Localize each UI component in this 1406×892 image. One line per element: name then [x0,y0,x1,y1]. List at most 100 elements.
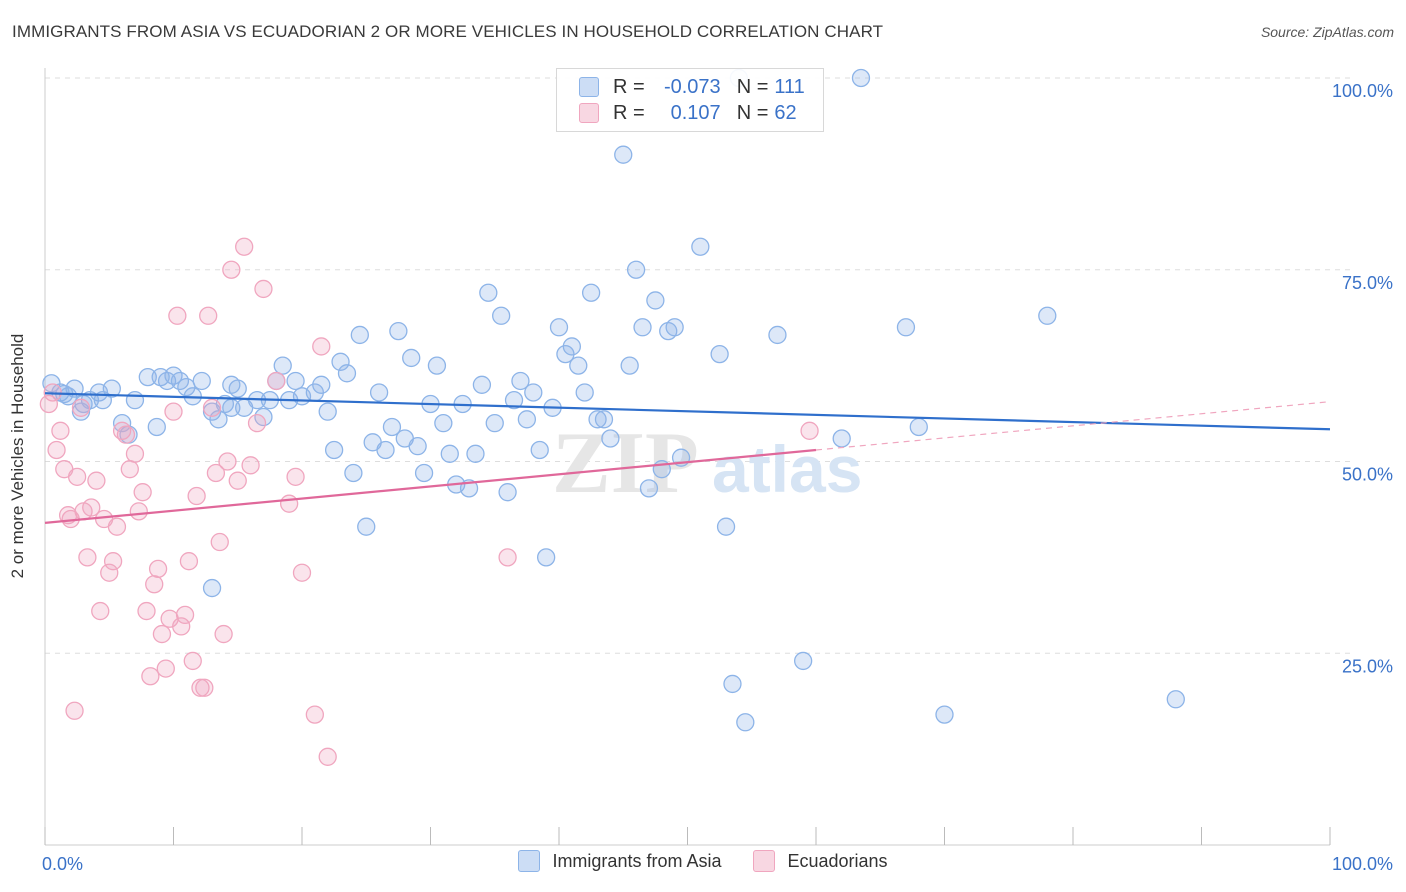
data-point-ecuadorians [286,467,305,486]
legend-r-label: R = [613,75,645,98]
data-point-asia [440,444,459,463]
legend-row-asia: R = -0.073 N = 111 [579,74,805,100]
trend-line-ecuadorians-extended [815,401,1331,451]
data-point-ecuadorians [100,563,119,582]
data-point-asia [504,390,524,410]
data-point-ecuadorians [187,486,206,506]
data-point-ecuadorians [148,559,168,579]
data-point-asia [318,402,337,421]
data-point-ecuadorians [65,701,84,720]
axes [44,68,1331,846]
data-point-ecuadorians [318,747,337,766]
data-point-asia [511,371,530,391]
data-point-asia [382,417,402,437]
data-point-ecuadorians [87,471,106,490]
data-point-asia [935,705,954,724]
data-point-ecuadorians [206,463,226,483]
data-point-asia [537,548,556,567]
data-point-asia [626,260,646,279]
source-credit[interactable]: Source: ZipAtlas.com [1261,24,1394,40]
data-point-ecuadorians [235,237,254,256]
tick-labels: 25.0% 50.0% 75.0% 100.0% 0.0% 100.0% [42,81,1393,874]
data-point-asia [331,352,350,371]
data-point-asia [794,651,813,671]
legend-r-value: -0.073 [663,75,721,98]
data-point-ecuadorians [47,440,66,460]
data-point-asia [575,383,594,402]
data-point-asia [350,325,369,345]
data-point-ecuadorians [156,659,175,678]
data-point-ecuadorians [267,371,286,391]
data-point-ecuadorians [312,337,331,356]
data-point-asia [498,483,517,502]
legend-item-asia[interactable]: Immigrants from Asia [518,850,721,872]
data-point-ecuadorians [254,279,273,299]
data-point-asia [408,437,427,456]
data-point-asia [633,318,652,337]
data-point-asia [614,145,633,164]
data-point-ecuadorians [168,306,187,325]
data-point-asia [479,283,498,302]
data-point-ecuadorians [292,563,312,582]
legend-swatch-pink [753,850,776,872]
legend-row-ecuadorians: R = 0.107 N = 62 [579,100,797,126]
y-tick-label: 75.0% [1342,273,1393,293]
data-point-asia [601,429,620,448]
data-point-ecuadorians [222,260,241,279]
chart-title: IMMIGRANTS FROM ASIA VS ECUADORIAN 2 OR … [12,22,884,41]
legend-r-value: 0.107 [670,101,721,124]
data-point-ecuadorians [91,601,110,621]
data-point-ecuadorians [51,421,70,440]
data-point-asia [286,371,305,391]
data-point-asia [581,283,601,302]
data-point-asia [337,364,357,383]
data-point-asia [562,337,581,356]
x-tick-label-max: 100.0% [1332,854,1393,874]
data-point-asia [222,375,241,394]
trend-line-asia [44,392,1331,431]
watermark-atlas: atlas [712,432,862,506]
data-point-ecuadorians [202,398,222,417]
data-point-asia [427,356,447,375]
data-point-ecuadorians [218,452,237,471]
data-point-asia [1166,690,1185,709]
data-point-asia [112,413,132,433]
data-point-asia [646,291,665,310]
data-point-ecuadorians [172,617,191,636]
data-point-ecuadorians [279,494,299,513]
data-point-asia [376,440,395,460]
data-point-asia [639,479,659,498]
data-point-ecuadorians [199,306,218,325]
legend-r-label: R = [613,101,645,124]
data-point-ecuadorians [71,398,91,417]
data-point-asia [125,390,145,410]
series-immigrants-from-asia [42,68,1185,732]
trend-line-ecuadorians [44,448,817,524]
data-point-asia [202,578,222,598]
data-point-ecuadorians [247,413,267,433]
legend-item-ecuadorians[interactable]: Ecuadorians [753,850,888,872]
data-point-ecuadorians [183,651,202,671]
data-point-ecuadorians [498,548,517,567]
data-point-ecuadorians [241,456,260,475]
data-point-asia [530,440,549,460]
data-point-ecuadorians [67,467,87,486]
y-tick-label: 100.0% [1332,81,1393,101]
data-point-asia [716,517,736,536]
source-link[interactable]: Source: ZipAtlas.com [1260,24,1394,40]
series-ecuadorians [39,237,819,766]
legend-label-ecuadorians: Ecuadorians [787,850,888,871]
data-point-asia [138,367,157,387]
data-point-asia [594,410,614,429]
data-point-asia [549,318,569,337]
data-point-asia [177,377,196,397]
data-point-ecuadorians [164,402,183,421]
grid-lines [45,77,1350,654]
data-point-ecuadorians [120,460,139,479]
data-point-asia [1038,306,1057,325]
data-point-ecuadorians [305,705,325,724]
data-point-ecuadorians [191,678,210,697]
data-point-ecuadorians [195,678,214,697]
data-point-asia [896,318,916,337]
data-point-asia [147,417,166,437]
